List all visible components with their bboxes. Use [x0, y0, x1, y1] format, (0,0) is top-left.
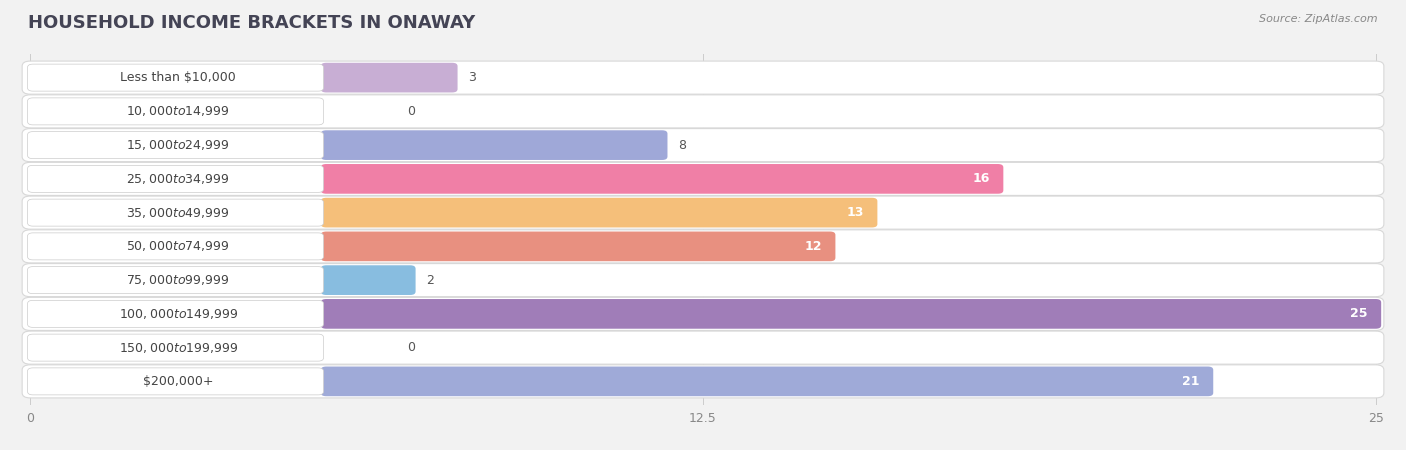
- Text: $35,000 to $49,999: $35,000 to $49,999: [127, 206, 231, 220]
- FancyBboxPatch shape: [22, 129, 1384, 162]
- FancyBboxPatch shape: [22, 95, 1384, 128]
- Text: $75,000 to $99,999: $75,000 to $99,999: [127, 273, 231, 287]
- Text: 2: 2: [426, 274, 434, 287]
- FancyBboxPatch shape: [22, 365, 1384, 398]
- FancyBboxPatch shape: [321, 366, 1213, 396]
- FancyBboxPatch shape: [28, 131, 323, 158]
- FancyBboxPatch shape: [321, 164, 1004, 194]
- Text: 0: 0: [406, 105, 415, 118]
- FancyBboxPatch shape: [28, 368, 323, 395]
- FancyBboxPatch shape: [321, 130, 668, 160]
- FancyBboxPatch shape: [28, 266, 323, 293]
- FancyBboxPatch shape: [22, 264, 1384, 297]
- Text: Less than $10,000: Less than $10,000: [121, 71, 236, 84]
- Text: $150,000 to $199,999: $150,000 to $199,999: [118, 341, 238, 355]
- FancyBboxPatch shape: [22, 61, 1384, 94]
- Text: $15,000 to $24,999: $15,000 to $24,999: [127, 138, 231, 152]
- FancyBboxPatch shape: [28, 301, 323, 328]
- Text: $200,000+: $200,000+: [143, 375, 214, 388]
- FancyBboxPatch shape: [22, 196, 1384, 229]
- FancyBboxPatch shape: [22, 230, 1384, 263]
- Text: 12: 12: [804, 240, 823, 253]
- FancyBboxPatch shape: [321, 63, 457, 92]
- Text: Source: ZipAtlas.com: Source: ZipAtlas.com: [1260, 14, 1378, 23]
- FancyBboxPatch shape: [321, 299, 1381, 328]
- FancyBboxPatch shape: [28, 98, 323, 125]
- Text: 16: 16: [973, 172, 990, 185]
- Text: 0: 0: [406, 341, 415, 354]
- FancyBboxPatch shape: [22, 162, 1384, 195]
- FancyBboxPatch shape: [28, 64, 323, 91]
- FancyBboxPatch shape: [28, 334, 323, 361]
- Text: HOUSEHOLD INCOME BRACKETS IN ONAWAY: HOUSEHOLD INCOME BRACKETS IN ONAWAY: [28, 14, 475, 32]
- Text: $100,000 to $149,999: $100,000 to $149,999: [118, 307, 238, 321]
- Text: 8: 8: [678, 139, 686, 152]
- Text: $50,000 to $74,999: $50,000 to $74,999: [127, 239, 231, 253]
- FancyBboxPatch shape: [321, 198, 877, 227]
- FancyBboxPatch shape: [28, 165, 323, 192]
- FancyBboxPatch shape: [321, 231, 835, 261]
- Text: $25,000 to $34,999: $25,000 to $34,999: [127, 172, 231, 186]
- Text: $10,000 to $14,999: $10,000 to $14,999: [127, 104, 231, 118]
- FancyBboxPatch shape: [28, 199, 323, 226]
- FancyBboxPatch shape: [321, 265, 416, 295]
- Text: 25: 25: [1350, 307, 1368, 320]
- FancyBboxPatch shape: [22, 331, 1384, 364]
- Text: 21: 21: [1182, 375, 1199, 388]
- Text: 3: 3: [468, 71, 477, 84]
- FancyBboxPatch shape: [28, 233, 323, 260]
- Text: 13: 13: [846, 206, 863, 219]
- FancyBboxPatch shape: [22, 297, 1384, 330]
